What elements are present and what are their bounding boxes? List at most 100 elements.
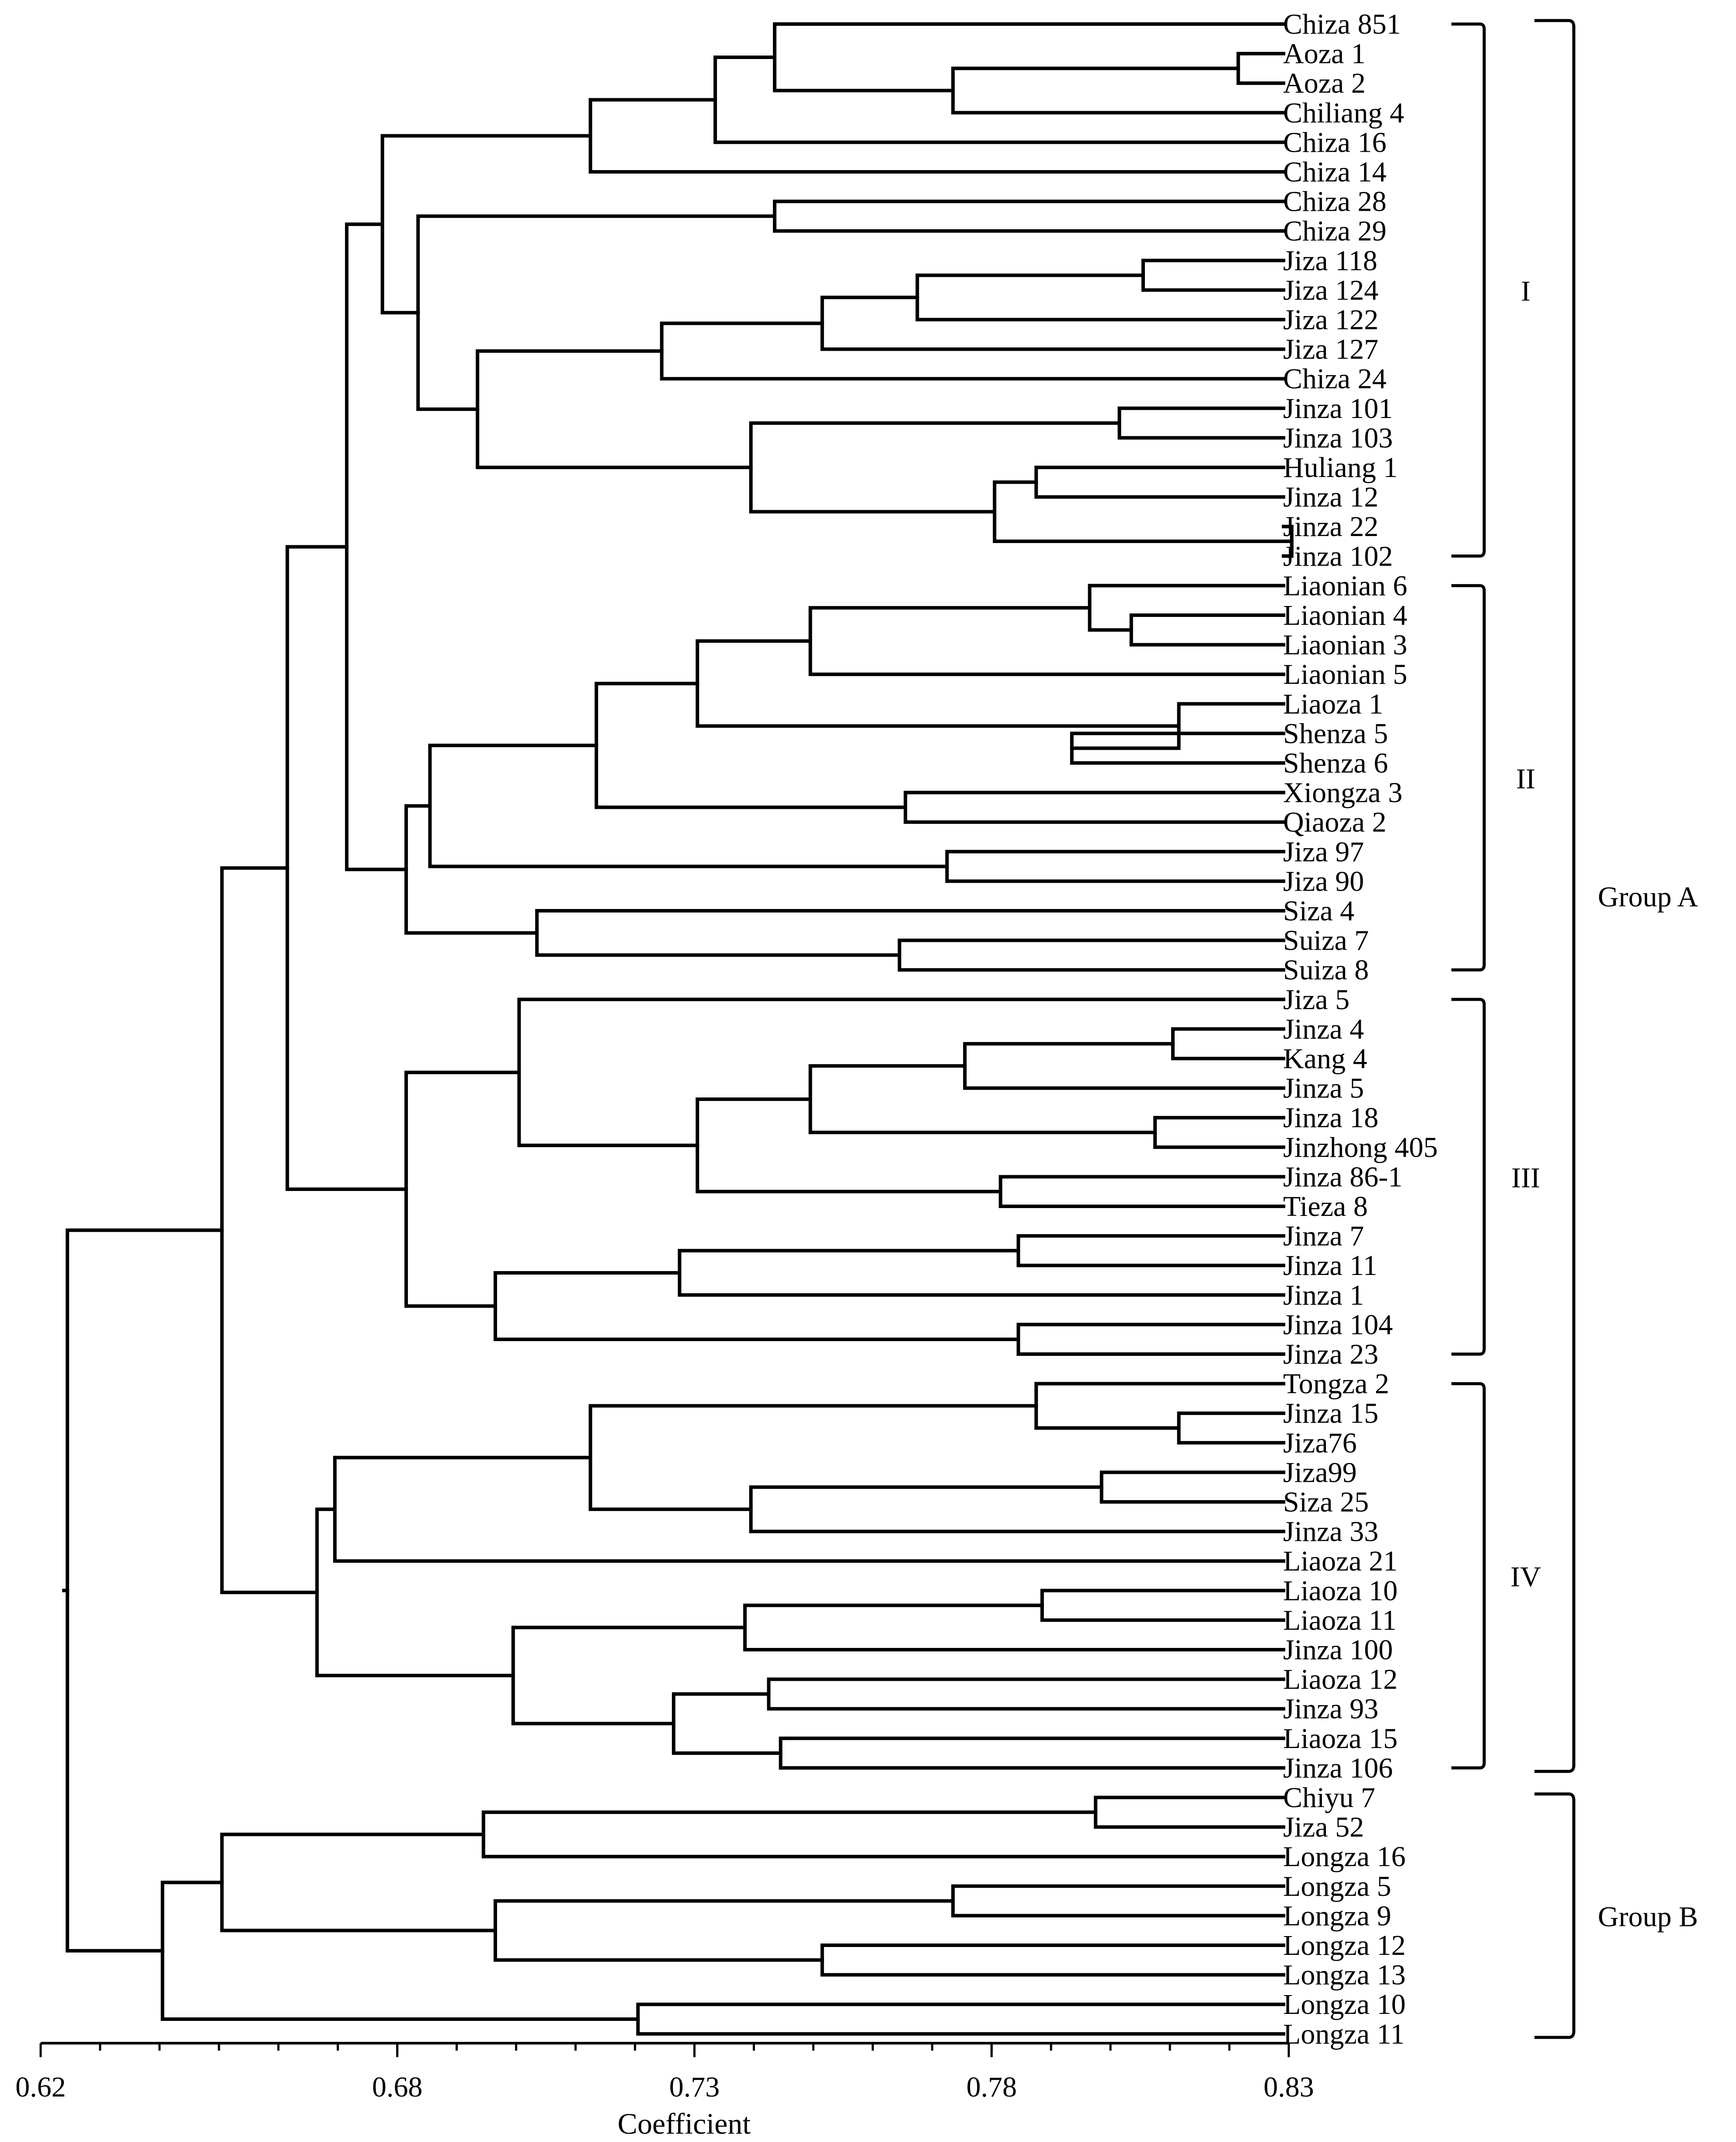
branch-n_lzB	[494, 1899, 955, 1962]
branch-n_lz12	[767, 1677, 1285, 1711]
leaf-label: Longza 12	[1283, 1930, 1405, 1961]
leaf-label: Chiza 28	[1283, 186, 1386, 218]
branch-n_II	[404, 804, 539, 935]
branch-n_lz15	[779, 1736, 1285, 1770]
leaf-label: Longza 13	[1283, 1959, 1405, 1991]
leaf-label: Xiongza 3	[1283, 777, 1402, 809]
leaf-label: Jiza76	[1283, 1427, 1357, 1459]
leaf-label: Jinza 33	[1283, 1516, 1378, 1548]
cluster-label: II	[1516, 763, 1535, 795]
branch-n_III_I	[345, 222, 408, 871]
leaf-label: Qiaoza 2	[1283, 806, 1386, 838]
leaf-label: Chiza 851	[1283, 8, 1401, 40]
leaf-label: Jinza 104	[1283, 1309, 1393, 1341]
leaf-label: Longza 11	[1283, 2018, 1405, 2050]
leaf-label: Shenza 5	[1283, 717, 1388, 749]
leaf-label: Liaonian 5	[1283, 658, 1407, 690]
branch-n_chiyu	[1094, 1796, 1285, 1829]
leaf-label: Jinza 7	[1283, 1220, 1364, 1252]
leaf-label: Jinza 86-1	[1283, 1161, 1402, 1193]
leaf-label: Jinzhong 405	[1283, 1132, 1438, 1163]
branch-n_c851	[773, 22, 1285, 93]
branch-n_lnxq	[595, 682, 908, 809]
x-tick-label: 0.83	[1263, 2071, 1314, 2103]
branch-n_ln5	[808, 606, 1285, 676]
branch-n_j97	[945, 850, 1285, 883]
group-label: Group B	[1598, 1901, 1698, 1933]
leaf-label: Jinza 15	[1283, 1397, 1378, 1429]
branch-n_lz5	[951, 1884, 1285, 1918]
x-tick-label: 0.73	[669, 2071, 720, 2103]
leaf-label: Jiza 122	[1283, 304, 1378, 336]
leaf-label: Jinza 22	[1283, 511, 1378, 543]
leaf-label: Jinza 106	[1283, 1752, 1393, 1784]
leaf-label: Liaoza 12	[1283, 1664, 1398, 1696]
branch-n_j5	[517, 997, 1285, 1147]
leaf-label: Chiza 29	[1283, 215, 1386, 247]
branch-n_ln6	[1088, 584, 1285, 632]
branch-n_j18	[1153, 1116, 1285, 1149]
leaf-label: Kang 4	[1283, 1043, 1367, 1075]
branch-n_lz1011	[636, 2003, 1285, 2036]
leaf-label: Chiyu 7	[1283, 1782, 1375, 1814]
branch-n_cl16	[481, 1810, 1285, 1859]
leaf-label: Jiza 97	[1283, 836, 1364, 868]
leaf-label: Siza 25	[1283, 1486, 1369, 1518]
leaf-label: Jinza 93	[1283, 1693, 1378, 1725]
branch-n_lz1215	[671, 1692, 783, 1755]
leaf-label: Liaoza 10	[1283, 1575, 1398, 1607]
branch-n_I	[380, 134, 592, 315]
branch-n_j101	[1117, 406, 1285, 440]
leaf-label: Liaoza 21	[1283, 1545, 1398, 1577]
leaf-label: Jiza 124	[1283, 274, 1378, 306]
cluster-label: IV	[1510, 1561, 1541, 1593]
branch-n_ao	[1236, 52, 1285, 85]
leaf-label: Liaonian 4	[1283, 599, 1407, 631]
leaf-label: Jinza 12	[1283, 481, 1378, 513]
branch-n_j4j18	[808, 1064, 1157, 1134]
branch-n_j7	[1016, 1234, 1285, 1268]
leaf-label: Jiza99	[1283, 1456, 1357, 1488]
leaf-label: Chiza 14	[1283, 156, 1386, 188]
leaf-label: Tieza 8	[1283, 1191, 1368, 1223]
group-bracket	[1534, 1792, 1576, 2039]
branch-n_lz10b	[743, 1603, 1285, 1651]
branch-n_cj	[476, 349, 753, 469]
leaf-label: Jinza 103	[1283, 422, 1393, 454]
x-axis-title: Coefficient	[618, 2107, 751, 2140]
branch-n_hu	[1034, 466, 1285, 499]
group-bracket	[1534, 19, 1576, 1773]
branch-n_aoch	[951, 66, 1285, 115]
branch-n_B	[160, 1881, 640, 2021]
branch-n_tong	[1034, 1382, 1285, 1430]
branch-n_c28	[773, 199, 1285, 233]
leaf-label: Longza 16	[1283, 1841, 1405, 1873]
branch-n_IVa	[588, 1404, 1038, 1511]
branch-n_j86	[998, 1175, 1285, 1208]
cluster-bracket	[1451, 1382, 1486, 1769]
branch-n_III	[404, 1070, 521, 1308]
leaf-label: Liaoza 11	[1283, 1604, 1397, 1636]
leaf-label: Huliang 1	[1283, 452, 1398, 484]
leaf-label: Jinza 11	[1283, 1250, 1378, 1282]
branch-n_B1	[220, 1832, 497, 1933]
x-tick-label: 0.62	[15, 2071, 66, 2103]
leaf-label: Liaonian 6	[1283, 570, 1407, 602]
branch-n_hj	[993, 480, 1294, 543]
leaf-label: Jinza 18	[1283, 1102, 1378, 1134]
branch-n_IV	[315, 1507, 515, 1678]
leaf-label: Suiza 7	[1283, 925, 1369, 957]
leaf-label: Longza 9	[1283, 1900, 1391, 1932]
cluster-bracket	[1451, 22, 1486, 558]
branch-root	[66, 1228, 224, 1953]
branch-n_j7j1	[678, 1249, 1285, 1297]
leaf-label: Shenza 6	[1283, 747, 1388, 779]
branch-n_IVc	[511, 1626, 747, 1725]
branch-n_IIIa	[696, 1097, 1002, 1194]
leaf-label: Jiza 127	[1283, 334, 1378, 366]
branch-n_c24	[660, 321, 1285, 381]
leaf-label: Liaonian 3	[1283, 629, 1407, 661]
leaf-label: Liaoza 15	[1283, 1723, 1398, 1755]
